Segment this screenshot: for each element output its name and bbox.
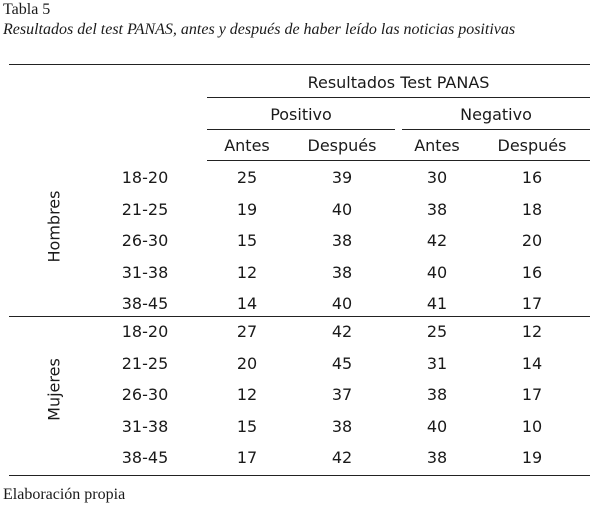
table-cell: 17 [521, 294, 543, 313]
group-label-hombres: Hombres [44, 190, 64, 263]
header-negativo: Negativo [460, 105, 532, 124]
row-age-label: 31-38 [121, 417, 169, 436]
table-cell: 38 [426, 448, 448, 467]
table-cell: 12 [236, 263, 258, 282]
bottom-rule [9, 475, 590, 476]
table-cell: 40 [426, 263, 448, 282]
table-cell: 19 [236, 200, 258, 219]
row-age-label: 21-25 [121, 200, 169, 219]
row-age-label: 21-25 [121, 354, 169, 373]
table-cell: 38 [331, 263, 353, 282]
table-cell: 16 [521, 168, 543, 187]
table-cell: 15 [236, 231, 258, 250]
table-cell: 40 [426, 417, 448, 436]
table-cell: 12 [236, 385, 258, 404]
table-cell: 31 [426, 354, 448, 373]
row-age-label: 31-38 [121, 263, 169, 282]
table-cell: 38 [331, 231, 353, 250]
table-cell: 40 [331, 200, 353, 219]
table-cell: 27 [236, 322, 258, 341]
table-number: Tabla 5 [3, 1, 51, 18]
group-separator-rule [9, 316, 590, 317]
table-cell: 14 [236, 294, 258, 313]
row-age-label: 38-45 [121, 294, 169, 313]
row-age-label: 26-30 [121, 231, 169, 250]
table-cell: 41 [426, 294, 448, 313]
table-cell: 20 [521, 231, 543, 250]
table-cell: 17 [521, 385, 543, 404]
header-neg-despues: Después [497, 136, 567, 155]
header-rule-negativo [402, 129, 590, 130]
top-rule [9, 64, 590, 65]
table-cell: 15 [236, 417, 258, 436]
table-cell: 14 [521, 354, 543, 373]
table-caption: Resultados del test PANAS, antes y despu… [3, 21, 516, 38]
table-cell: 25 [236, 168, 258, 187]
table-cell: 40 [331, 294, 353, 313]
group-label-mujeres: Mujeres [44, 358, 64, 421]
table-cell: 20 [236, 354, 258, 373]
header-main: Resultados Test PANAS [307, 73, 490, 92]
table-cell: 17 [236, 448, 258, 467]
table-cell: 12 [521, 322, 543, 341]
table-cell: 18 [521, 200, 543, 219]
table-cell: 38 [426, 385, 448, 404]
header-neg-antes: Antes [414, 136, 460, 155]
row-age-label: 26-30 [121, 385, 169, 404]
table-cell: 37 [331, 385, 353, 404]
table-cell: 45 [331, 354, 353, 373]
table-cell: 38 [426, 200, 448, 219]
header-rule-positivo [207, 129, 395, 130]
table-cell: 42 [331, 322, 353, 341]
table-cell: 39 [331, 168, 353, 187]
header-rule-sub [207, 160, 590, 161]
row-age-label: 18-20 [121, 168, 169, 187]
table-cell: 19 [521, 448, 543, 467]
table-cell: 16 [521, 263, 543, 282]
table-cell: 25 [426, 322, 448, 341]
table-cell: 30 [426, 168, 448, 187]
table-footer-note: Elaboración propia [3, 486, 126, 503]
row-age-label: 38-45 [121, 448, 169, 467]
table-cell: 42 [331, 448, 353, 467]
table-cell: 38 [331, 417, 353, 436]
table-cell: 10 [521, 417, 543, 436]
row-age-label: 18-20 [121, 322, 169, 341]
header-rule-main [207, 97, 590, 98]
header-positivo: Positivo [270, 105, 332, 124]
header-pos-antes: Antes [224, 136, 270, 155]
table-cell: 42 [426, 231, 448, 250]
header-pos-despues: Después [307, 136, 377, 155]
